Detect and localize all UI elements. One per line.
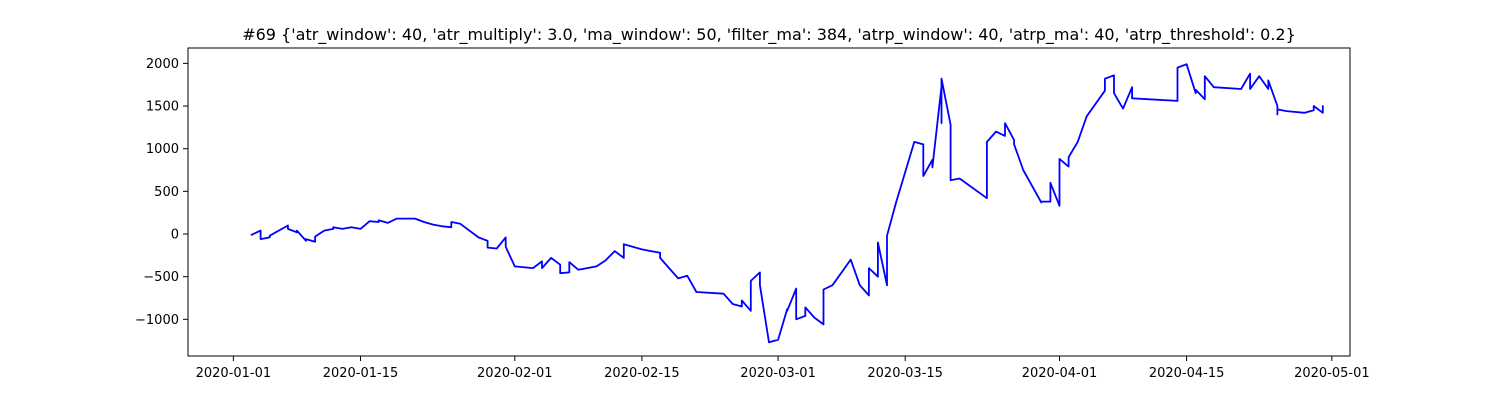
- x-tick-label: 2020-05-01: [1294, 366, 1370, 381]
- x-tick-label: 2020-03-01: [740, 366, 816, 381]
- x-tick-label: 2020-03-15: [867, 366, 943, 381]
- y-tick-label: 1000: [146, 142, 179, 157]
- x-tick-label: 2020-04-15: [1149, 366, 1225, 381]
- plot-frame: [187, 47, 1351, 357]
- plot-area: [187, 47, 1351, 357]
- x-tick-label: 2020-02-15: [604, 366, 680, 381]
- x-tick-label: 2020-02-01: [477, 366, 553, 381]
- y-tick-label: −500: [143, 270, 179, 285]
- x-axis: 2020-01-01 2020-01-15 2020-02-01 2020-02-15…: [196, 356, 1370, 381]
- y-tick-label: 0: [171, 227, 179, 242]
- series-line: [250, 63, 1324, 344]
- y-tick-label: 500: [154, 185, 179, 200]
- x-tick-label: 2020-04-01: [1022, 366, 1098, 381]
- y-tick-label: 1500: [146, 100, 179, 115]
- y-axis: −1000 −500 0 500 1000 1500 2000: [135, 57, 188, 328]
- y-tick-label: −1000: [135, 313, 179, 328]
- chart-title: #69 {'atr_window': 40, 'atr_multiply': 3…: [242, 25, 1296, 45]
- x-tick-label: 2020-01-15: [323, 366, 399, 381]
- x-tick-label: 2020-01-01: [196, 366, 272, 381]
- y-tick-label: 2000: [146, 57, 179, 72]
